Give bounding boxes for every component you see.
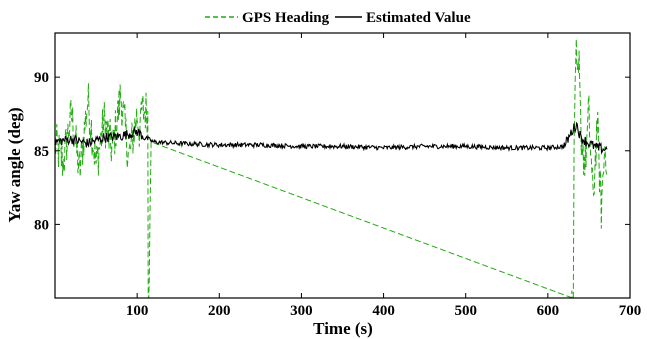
x-tick-label: 200 xyxy=(208,303,231,319)
legend-label-gps-heading: GPS Heading xyxy=(242,10,330,26)
x-tick-label: 700 xyxy=(619,303,642,319)
y-tick-label: 90 xyxy=(34,70,49,86)
plot-frame xyxy=(54,32,631,299)
x-tick-label: 500 xyxy=(454,303,477,319)
y-tick-label: 80 xyxy=(34,217,49,233)
x-axis-label: Time (s) xyxy=(313,319,373,338)
y-axis-label: Yaw angle (deg) xyxy=(5,107,24,222)
x-tick-label: 300 xyxy=(290,303,313,319)
legend-label-estimated-value: Estimated Value xyxy=(366,10,471,26)
series-line-estimated-value xyxy=(55,121,608,155)
x-tick-label: 400 xyxy=(372,303,395,319)
y-tick-label: 85 xyxy=(34,144,49,160)
series-line-gps-heading xyxy=(55,39,608,298)
tick-layer: 100 200 300 400 500 600 700 80 85 90 xyxy=(34,33,641,319)
plot-layer xyxy=(55,39,608,298)
x-tick-label: 100 xyxy=(126,303,149,319)
legend: GPS Heading Estimated Value xyxy=(205,10,471,26)
x-tick-label: 600 xyxy=(537,303,560,319)
